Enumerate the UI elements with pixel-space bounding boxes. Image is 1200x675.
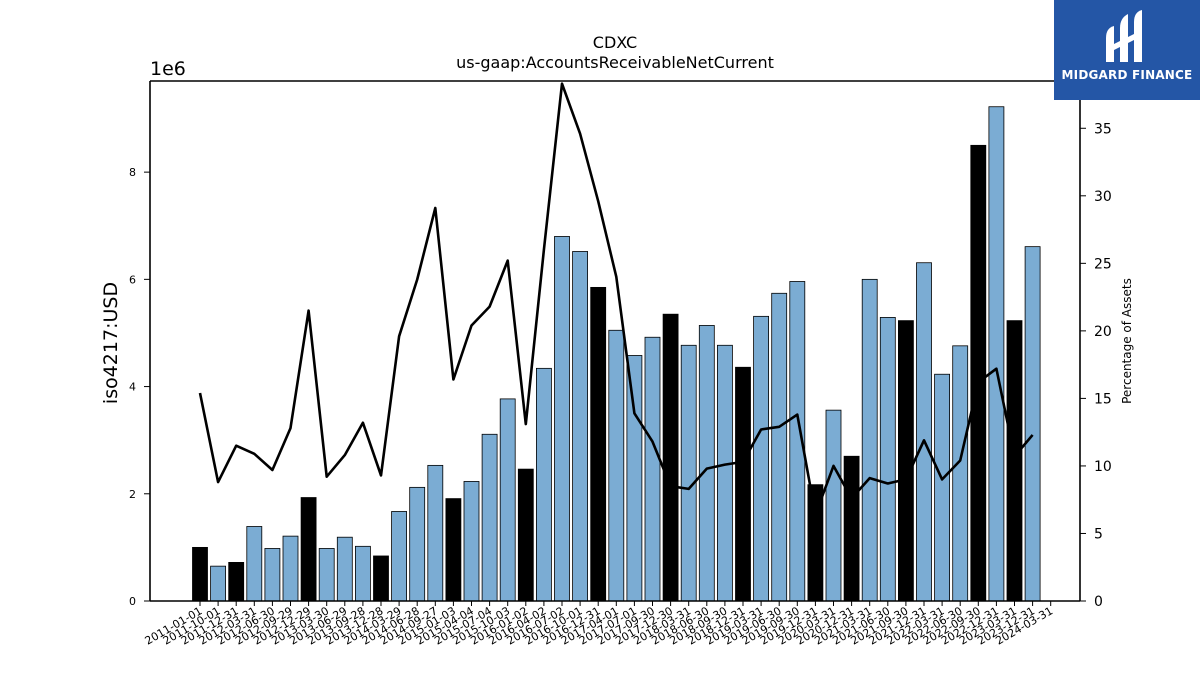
bar-10 — [373, 555, 389, 602]
bar-43 — [970, 144, 987, 602]
bar-13 — [427, 464, 444, 602]
bar-12 — [409, 486, 426, 602]
bar-30 — [735, 366, 751, 602]
y2-tick-label: 30 — [1094, 189, 1112, 205]
logo-mark-icon — [1106, 10, 1142, 62]
bar-37 — [861, 278, 878, 602]
y-axis-label: iso4217:USD — [100, 282, 122, 404]
bar-23 — [608, 329, 625, 602]
bar-18 — [517, 468, 534, 602]
y2-tick-label: 25 — [1094, 256, 1112, 272]
logo-text: MIDGARD FINANCE — [1061, 68, 1193, 82]
bar-41 — [934, 373, 950, 602]
y2-tick-label: 0 — [1094, 594, 1103, 610]
bar-35 — [825, 409, 842, 602]
y-tick-label: 6 — [129, 273, 136, 286]
y2-tick-label: 10 — [1094, 459, 1112, 475]
bar-44 — [988, 106, 1005, 602]
bar-1 — [210, 565, 227, 602]
y-tick-label: 2 — [129, 488, 136, 501]
bar-19 — [536, 367, 552, 602]
bar-36 — [843, 455, 860, 602]
bar-31 — [753, 315, 769, 602]
bar-16 — [481, 433, 498, 602]
bar-7 — [318, 548, 335, 602]
bar-6 — [300, 497, 317, 602]
y2-axis-label: Percentage of Assets — [1120, 278, 1134, 404]
bar-39 — [898, 320, 914, 602]
bar-2 — [228, 562, 245, 602]
bar-0 — [192, 546, 208, 602]
bar-8 — [336, 536, 353, 602]
y-tick-label: 4 — [129, 381, 136, 394]
bar-26 — [662, 313, 679, 602]
bar-20 — [554, 236, 570, 602]
bar-9 — [354, 545, 371, 602]
y-tick-label: 0 — [129, 595, 136, 608]
bar-3 — [246, 526, 263, 602]
brand-logo: MIDGARD FINANCE — [1054, 0, 1200, 100]
bar-40 — [916, 262, 932, 602]
y2-tick-label: 35 — [1094, 121, 1112, 137]
bar-46 — [1024, 246, 1041, 602]
y-tick-label: 8 — [129, 166, 136, 179]
bar-32 — [771, 292, 788, 602]
bar-28 — [698, 325, 715, 602]
bar-11 — [391, 511, 408, 602]
bar-5 — [282, 535, 299, 602]
bar-15 — [463, 481, 480, 602]
bar-27 — [680, 344, 697, 602]
y2-tick-label: 20 — [1094, 324, 1112, 340]
bar-29 — [717, 344, 733, 602]
bar-22 — [590, 286, 607, 602]
bar-21 — [572, 251, 588, 602]
bar-14 — [445, 498, 462, 602]
percentage-line — [198, 82, 1034, 516]
y2-tick-label: 15 — [1094, 391, 1112, 407]
bar-45 — [1006, 320, 1023, 602]
chart-title: CDXC — [593, 33, 637, 52]
bar-25 — [644, 336, 661, 602]
bar-17 — [499, 398, 516, 602]
chart-subtitle: us-gaap:AccountsReceivableNetCurrent — [456, 53, 774, 72]
y-scale-label: 1e6 — [150, 58, 186, 80]
bar-4 — [264, 548, 281, 602]
bar-38 — [879, 317, 896, 602]
bar-42 — [952, 345, 969, 602]
y2-tick-label: 5 — [1094, 526, 1103, 542]
bar-24 — [626, 355, 643, 602]
